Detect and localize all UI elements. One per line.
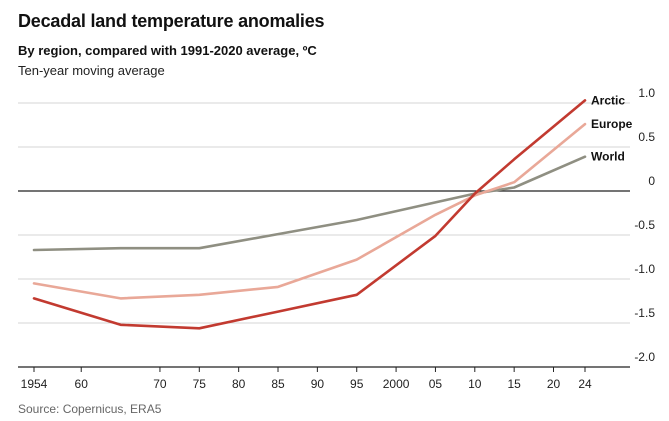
x-tick-label: 15	[507, 377, 521, 391]
x-tick-label: 95	[350, 377, 364, 391]
series-line-world	[32, 155, 587, 252]
x-tick-label: 1954	[21, 377, 48, 391]
chart-note: Ten-year moving average	[18, 63, 165, 78]
x-tick-label: 24	[578, 377, 592, 391]
series-line-arctic	[32, 99, 587, 330]
chart-subtitle: By region, compared with 1991-2020 avera…	[18, 43, 317, 58]
y-tick-label: 0	[648, 174, 655, 188]
series-label-europe: Europe	[591, 117, 633, 131]
y-tick-label: -0.5	[634, 218, 655, 232]
y-axis: 1.0 0.5 0 -0.5 -1.0 -1.5 -2.0	[634, 86, 655, 364]
x-tick-label: 2000	[383, 377, 410, 391]
x-axis: 1954 60 70 75 80 85 90 95 2000 05 10 15 20 24	[18, 366, 630, 391]
x-tick-label: 05	[429, 377, 443, 391]
x-tick-label: 20	[547, 377, 561, 391]
x-tick-label: 10	[468, 377, 482, 391]
x-tick-label: 85	[271, 377, 285, 391]
x-tick-label: 75	[193, 377, 207, 391]
y-tick-label: 0.5	[638, 130, 655, 144]
grid-layer	[18, 102, 630, 368]
x-tick-label: 60	[75, 377, 89, 391]
y-tick-label: 1.0	[638, 86, 655, 100]
series-line-europe	[32, 122, 587, 300]
chart-title: Decadal land temperature anomalies	[18, 11, 325, 31]
y-tick-label: -1.5	[634, 306, 655, 320]
series-labels: World Europe Arctic	[591, 93, 633, 163]
series-label-world: World	[591, 150, 625, 164]
y-tick-label: -2.0	[634, 350, 655, 364]
x-tick-label: 70	[153, 377, 167, 391]
series-layer	[32, 99, 587, 330]
series-label-arctic: Arctic	[591, 93, 625, 107]
x-tick-label: 90	[311, 377, 325, 391]
source-note: Source: Copernicus, ERA5	[18, 402, 162, 416]
x-tick-label: 80	[232, 377, 246, 391]
y-tick-label: -1.0	[634, 262, 655, 276]
